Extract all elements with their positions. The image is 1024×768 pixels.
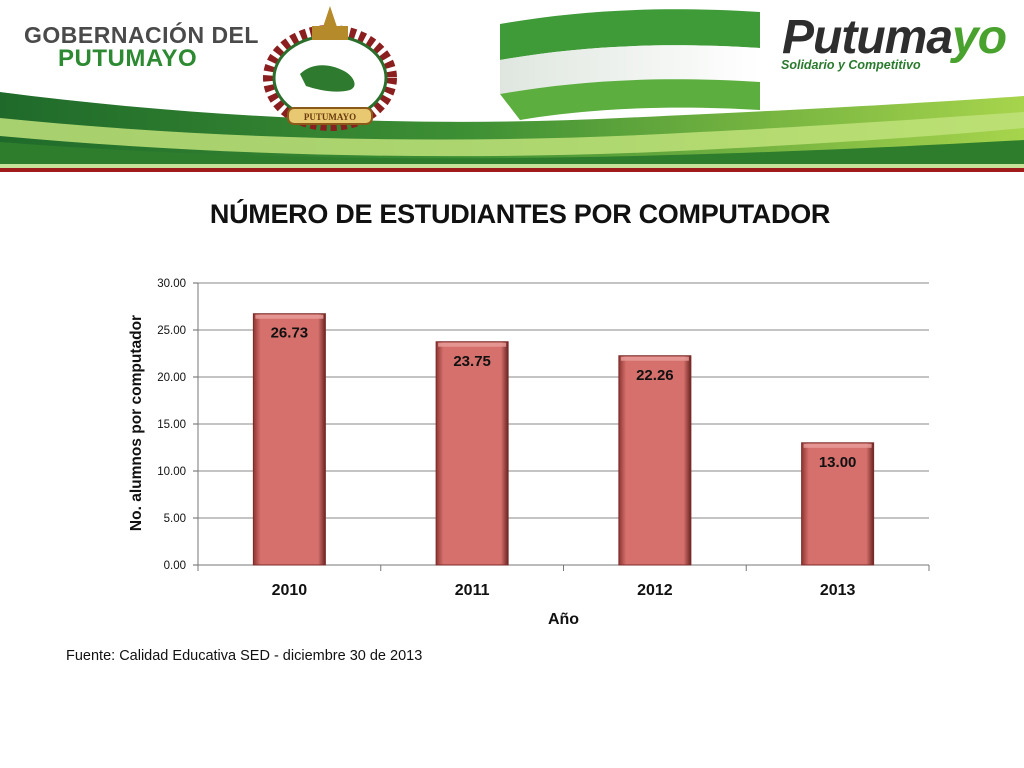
brand-tagline: Solidario y Competitivo xyxy=(781,58,921,72)
crest-ribbon-text: PUTUMAYO xyxy=(304,112,356,122)
data-label: 23.75 xyxy=(453,353,491,370)
y-tick-label: 10.00 xyxy=(157,466,186,478)
x-tick-label: 2013 xyxy=(820,582,856,599)
bar-highlight xyxy=(255,314,324,319)
data-label: 22.26 xyxy=(636,367,674,384)
bar-highlight xyxy=(438,342,507,347)
y-tick-label: 0.00 xyxy=(164,560,186,572)
brand-main: Putuma xyxy=(782,11,953,64)
government-name-line1: GOBERNACIÓN DEL xyxy=(24,22,259,48)
y-tick-label: 5.00 xyxy=(164,513,186,525)
labels: 0.00 5.00 10.00 15.00 20.00 25.00 30.00 26.73 20… xyxy=(128,278,856,628)
brand-logo-text: Putumayo xyxy=(782,10,1007,65)
y-tick-label: 25.00 xyxy=(157,325,186,337)
header-background: PUTUMAYO xyxy=(0,0,1024,172)
y-tick-label: 15.00 xyxy=(157,419,186,431)
y-tick-label: 30.00 xyxy=(157,278,186,290)
bar-highlight xyxy=(803,443,872,448)
source-note: Fuente: Calidad Educativa SED - diciembr… xyxy=(66,648,423,664)
chart-title: NÚMERO DE ESTUDIANTES POR COMPUTADOR xyxy=(209,199,831,229)
bar-highlight xyxy=(620,356,689,361)
bar-2012 xyxy=(618,355,692,566)
bars xyxy=(252,313,875,566)
bar-chart: 0.00 5.00 10.00 15.00 20.00 25.00 30.00 26.73 20… xyxy=(128,278,930,628)
x-tick-label: 2011 xyxy=(455,582,490,599)
bar-2013 xyxy=(801,442,875,566)
header-banner: PUTUMAYO GOBERNACIÓN DEL PUTUMAYO Putuma… xyxy=(0,0,1024,172)
data-label: 26.73 xyxy=(271,325,309,342)
brand-accent: yo xyxy=(952,11,1007,64)
flag-graphic xyxy=(500,9,760,120)
y-axis-title: No. alumnos por computador xyxy=(128,315,145,531)
bar-2010 xyxy=(252,313,326,566)
y-tick-label: 20.00 xyxy=(157,372,186,384)
government-name-line2: PUTUMAYO xyxy=(58,45,198,72)
bar-2011 xyxy=(435,341,509,566)
x-axis-title: Año xyxy=(548,611,579,628)
x-tick-label: 2010 xyxy=(272,582,308,599)
x-tick-label: 2012 xyxy=(637,582,673,599)
data-label: 13.00 xyxy=(819,454,857,471)
crest-emblem: PUTUMAYO xyxy=(263,6,397,131)
